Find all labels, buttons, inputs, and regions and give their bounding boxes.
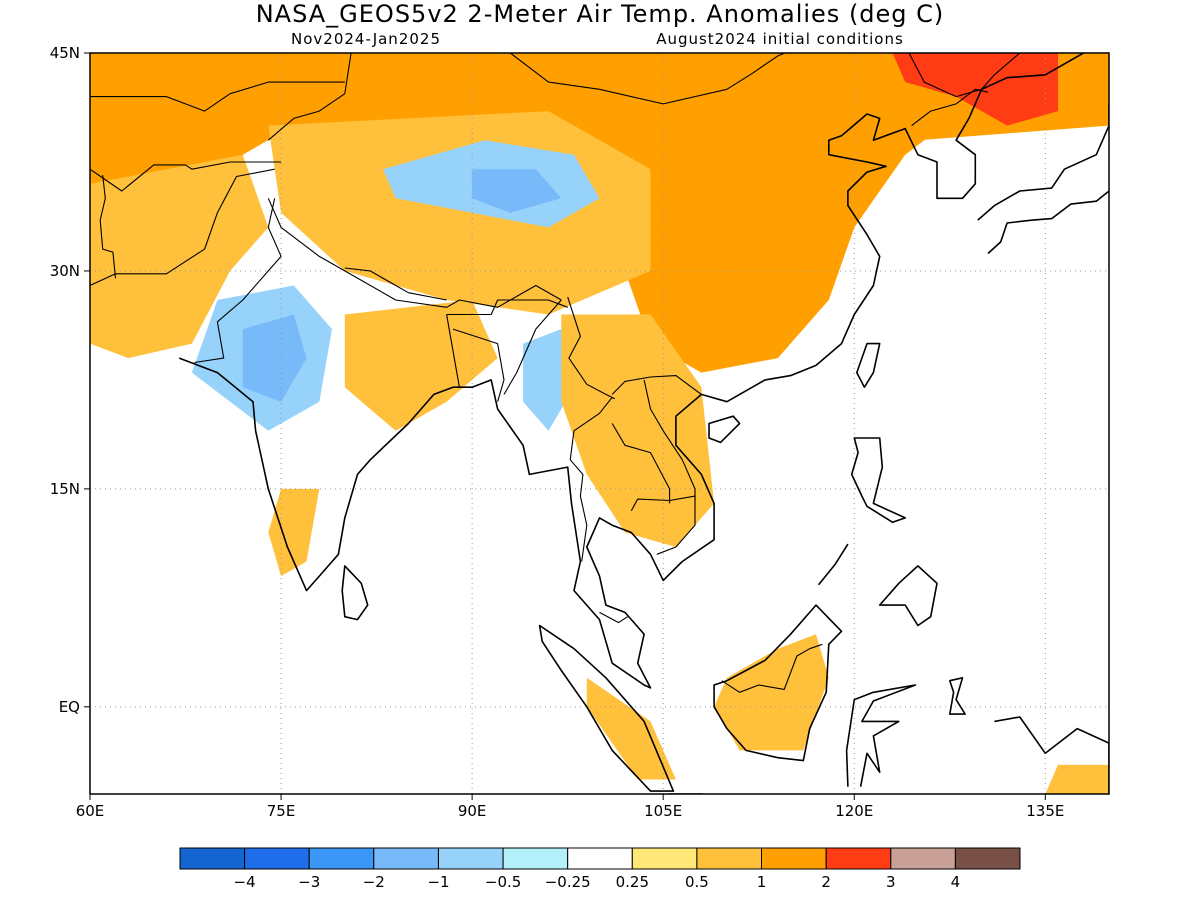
coastline-japan-south	[987, 190, 1109, 255]
anomaly-region-china-mongolia	[599, 53, 982, 373]
lon-tick-label: 75E	[267, 802, 296, 820]
lon-tick-label: 105E	[644, 802, 682, 820]
colorbar-swatch	[438, 847, 504, 870]
colorbar-swatch	[179, 847, 246, 870]
border-myanmar-china	[567, 296, 616, 400]
colorbar-swatch	[825, 847, 892, 870]
gridlines	[90, 53, 1109, 794]
coastline-palawan	[817, 543, 849, 586]
coastline-mindanao	[878, 565, 938, 627]
anomaly-region-sumatra-warm	[586, 677, 676, 780]
coastline-halmahera	[948, 676, 966, 715]
anomaly-region-northwest-india-cold-core	[242, 314, 307, 402]
coastline-new-guinea	[994, 716, 1109, 794]
colorbar-label: −0.5	[485, 873, 521, 891]
colorbar-swatch	[502, 847, 569, 870]
anomaly-region-new-guinea-warm	[1045, 764, 1109, 794]
lat-tick-label: 15N	[50, 480, 80, 498]
colorbar-label: 3	[886, 873, 896, 891]
colorbar-label: 0.5	[685, 873, 709, 891]
border-china-kazakh	[344, 53, 371, 94]
map-plot-area	[90, 53, 1109, 794]
colorbar-label: −1	[427, 873, 449, 891]
coastline-indian-peninsula	[178, 357, 454, 592]
coastline-taiwan	[855, 342, 881, 389]
colorbar-label: 2	[821, 873, 831, 891]
border-cambodia	[630, 495, 696, 555]
colorbar-swatch	[761, 847, 827, 870]
anomaly-region-iran-pakistan	[90, 154, 269, 359]
valid-period-label: Nov2024-Jan2025	[291, 30, 441, 48]
colorbar-label: 4	[951, 873, 961, 891]
border-myanmar-thailand	[569, 396, 613, 562]
coastline-sri-lanka	[341, 565, 369, 621]
colorbar-label: −2	[363, 873, 385, 891]
colorbar-label: 0.25	[616, 873, 649, 891]
border-iran-afghanistan	[99, 174, 117, 279]
colorbar-label: −0.25	[545, 873, 591, 891]
border-bhutan-ne-india	[446, 299, 568, 316]
border-malaysia-thailand	[599, 611, 628, 624]
border-bangladesh-east	[452, 328, 505, 402]
coastline-bay-of-bengal-east	[453, 53, 1084, 689]
border-laos-thailand	[611, 423, 671, 504]
lon-tick-label: 120E	[835, 802, 873, 820]
colorbar: −4 −3 −2 −1 −0.5 −0.25 0.25 0.5 1 2 3 4	[179, 847, 1021, 891]
anomaly-region-borneo-warm	[714, 634, 829, 751]
lat-tick-label: EQ	[59, 698, 80, 716]
anomaly-region-myanmar-cold	[523, 329, 574, 431]
borders-layer	[90, 53, 1021, 693]
map-frame	[89, 52, 1110, 795]
lat-tick-label: 30N	[50, 262, 80, 280]
coastlines-layer	[178, 53, 1109, 794]
colorbar-swatch	[890, 847, 956, 870]
anomaly-region-east-india-warm	[344, 300, 498, 431]
colorbar-swatch	[244, 847, 310, 870]
lon-tick-label: 135E	[1026, 802, 1064, 820]
coastline-luzon	[850, 437, 907, 524]
colorbar-label: −3	[298, 873, 320, 891]
border-bangladesh-west	[446, 314, 460, 388]
border-kyrgyz-china	[267, 93, 346, 141]
colorbar-label: −4	[234, 873, 256, 891]
coastline-japan-kyushu-honshu	[977, 103, 1109, 221]
coastline-hainan	[708, 415, 741, 444]
border-borneo-inner	[721, 643, 823, 693]
colorbar-label: 1	[757, 873, 767, 891]
initial-conditions-label: August2024 initial conditions	[656, 30, 904, 48]
coastline-sumatra	[538, 624, 675, 792]
border-nepal-china	[344, 267, 447, 301]
border-nk-china	[911, 88, 989, 127]
colorbar-swatch	[954, 847, 1021, 870]
border-myanmar-india	[503, 299, 562, 395]
colorbar-swatch	[631, 847, 698, 870]
coastline-borneo	[713, 604, 843, 762]
lat-tick-label: 45N	[50, 44, 80, 62]
lon-tick-label: 90E	[458, 802, 487, 820]
colorbar-swatch	[308, 847, 375, 870]
colorbar-swatch	[373, 847, 439, 870]
anomaly-region-south-india-warm	[268, 488, 320, 577]
border-laos-china-vietnam	[611, 375, 702, 395]
map-title: NASA_GEOS5v2 2-Meter Air Temp. Anomalies…	[256, 0, 945, 28]
border-laos-vietnam	[643, 379, 696, 501]
anomaly-shading-layer	[90, 53, 1109, 794]
coastline-java	[668, 793, 706, 794]
axis-ticks: 60E 75E 90E 105E 120E 135E 45N 30N 15N EQ	[50, 44, 1065, 820]
coastline-sulawesi	[845, 684, 917, 787]
lon-tick-label: 60E	[76, 802, 105, 820]
border-kazakh-border	[90, 81, 345, 112]
colorbar-swatch	[567, 847, 633, 870]
anomaly-region-tibet-cold-core	[472, 169, 562, 213]
border-central-asia-south	[90, 161, 282, 192]
border-india-pakistan	[194, 198, 282, 364]
border-northeast-china-border	[908, 53, 1021, 98]
border-mongolia-china	[507, 53, 787, 105]
colorbar-swatch	[696, 847, 763, 870]
border-himalaya-front	[267, 198, 562, 308]
